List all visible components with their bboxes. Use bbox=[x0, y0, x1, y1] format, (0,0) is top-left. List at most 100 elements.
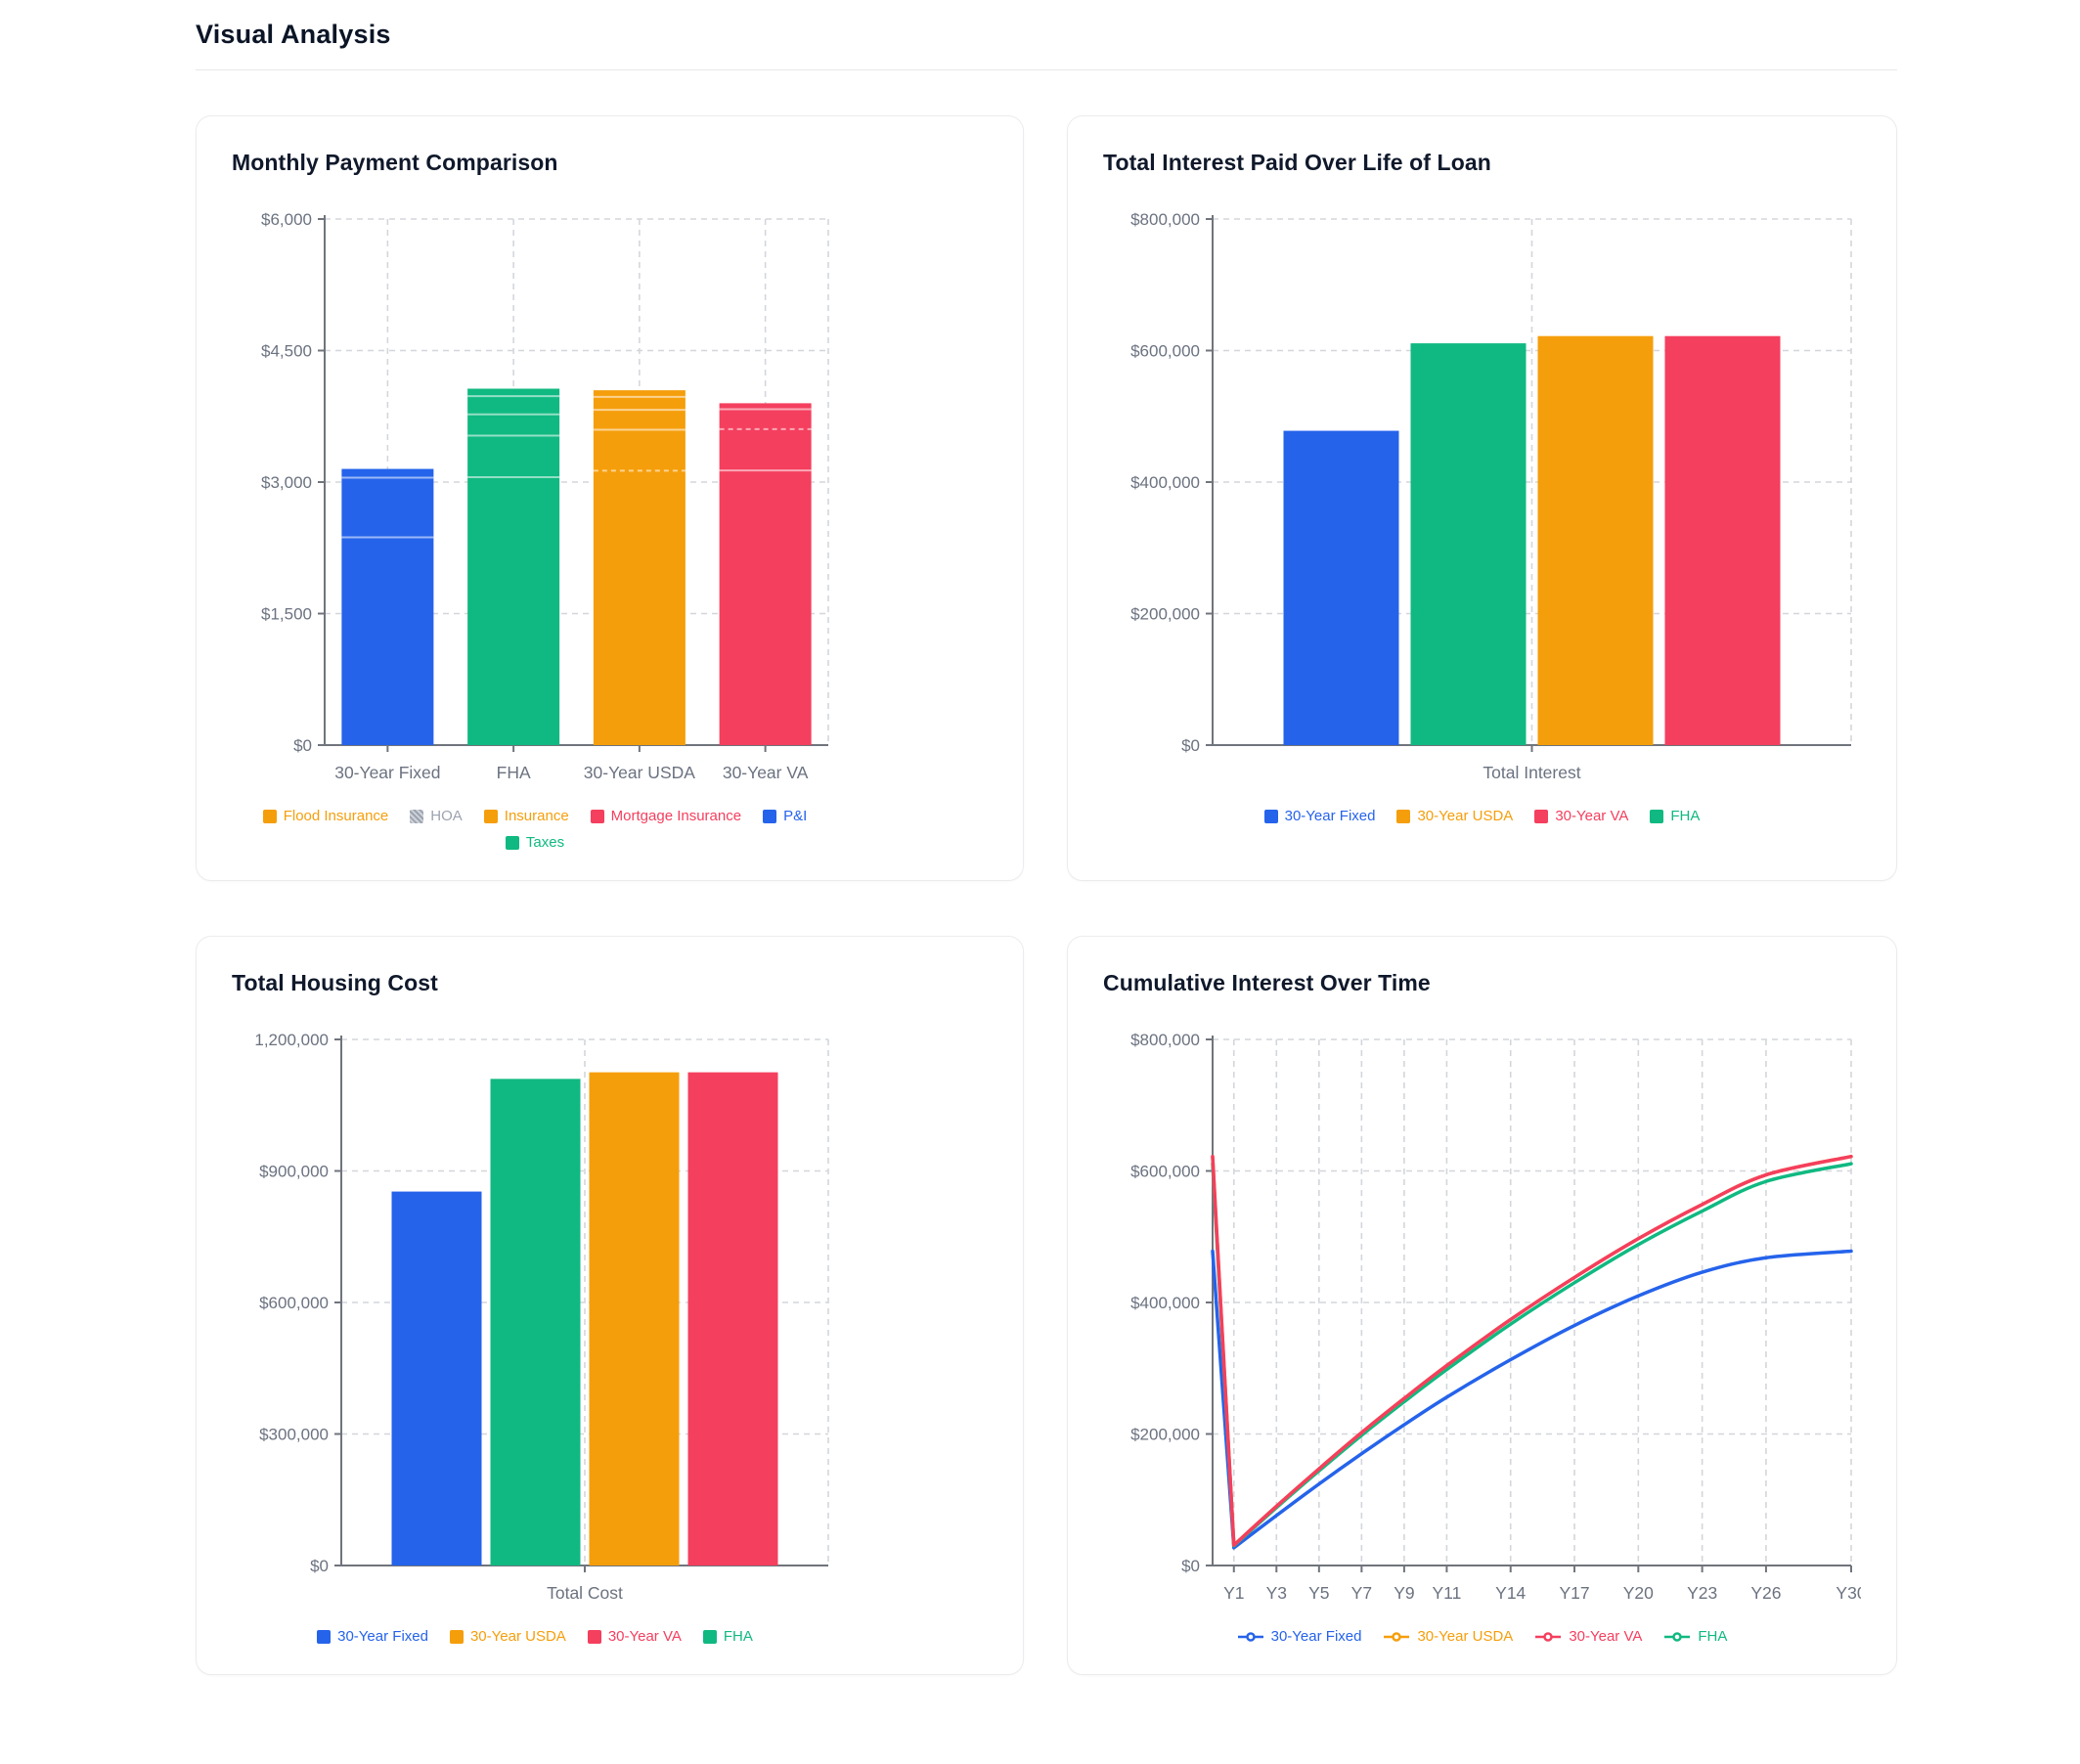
axis-tick-label: Y26 bbox=[1750, 1583, 1781, 1603]
page-title: Visual Analysis bbox=[196, 20, 391, 49]
axis-tick-label: $800,000 bbox=[1130, 210, 1200, 229]
cumulative-interest-chart: $0 $200,000 $400,000 $600,000 $800,000 Y1 Y3 Y5… bbox=[1103, 1026, 1861, 1612]
legend-label: FHA bbox=[1698, 1628, 1728, 1645]
legend-item-30-year-usda[interactable]: 30-Year USDA bbox=[1396, 808, 1513, 824]
axis-tick-label: $400,000 bbox=[1130, 473, 1200, 492]
line-series-FHA bbox=[1211, 1162, 1853, 1548]
legend-label: 30-Year VA bbox=[607, 1628, 682, 1645]
legend-item-p-i[interactable]: P&I bbox=[763, 808, 807, 824]
legend-item-30-year-fixed[interactable]: 30-Year Fixed bbox=[1263, 808, 1376, 824]
axis-tick-label: Y9 bbox=[1394, 1583, 1414, 1603]
axis-tick-label: 30-Year Fixed bbox=[334, 763, 440, 782]
charts-grid: Monthly Payment Comparison $0 $1,500 $3,00… bbox=[196, 115, 1897, 1675]
line-series-30-Year Fixed bbox=[1211, 1249, 1853, 1550]
legend-label: 30-Year VA bbox=[1569, 1628, 1643, 1645]
total-interest-chart: $0 $200,000 $400,000 $600,000 $800,000 Total … bbox=[1103, 205, 1861, 792]
legend-swatch-icon bbox=[1534, 809, 1549, 823]
axis-tick-label: 1,200,000 bbox=[254, 1031, 329, 1049]
legend-label: Insurance bbox=[504, 808, 569, 824]
legend-item-30-year-va[interactable]: 30-Year VA bbox=[1534, 1628, 1642, 1645]
legend-item-30-year-usda[interactable]: 30-Year USDA bbox=[449, 1628, 566, 1645]
axis-tick-label: 30-Year VA bbox=[723, 763, 809, 782]
axis-tick-label: Y14 bbox=[1495, 1583, 1526, 1603]
axis-tick-label: $400,000 bbox=[1130, 1294, 1200, 1312]
legend-swatch-icon bbox=[763, 809, 777, 823]
bar-30-Year Fixed bbox=[1283, 430, 1399, 745]
axis-tick-label: $4,500 bbox=[261, 342, 312, 361]
stacked-bar-FHA bbox=[467, 388, 560, 745]
legend-item-mortgage-insurance[interactable]: Mortgage Insurance bbox=[590, 808, 742, 824]
monthly-payment-chart-svg: $0 $1,500 $3,000 $4,500 $6,000 30-Year Fixed F… bbox=[261, 210, 829, 782]
legend-label: 30-Year USDA bbox=[1417, 1628, 1514, 1645]
legend-item-30-year-usda[interactable]: 30-Year USDA bbox=[1383, 1628, 1513, 1645]
axis-tick-label: $900,000 bbox=[259, 1163, 329, 1181]
legend-label: FHA bbox=[1670, 808, 1701, 824]
total-interest-chart-svg: $0 $200,000 $400,000 $600,000 $800,000 Total … bbox=[1130, 210, 1852, 782]
axis-tick-label: $3,000 bbox=[261, 473, 312, 492]
line-series-30-Year VA bbox=[1211, 1154, 1853, 1547]
legend-item-30-year-va[interactable]: 30-Year VA bbox=[1534, 808, 1628, 824]
axis-tick-label: Y20 bbox=[1623, 1583, 1654, 1603]
bar-FHA bbox=[1410, 343, 1527, 745]
stacked-bar-30-Year Fixed bbox=[341, 468, 434, 745]
legend-item-hoa[interactable]: HOA bbox=[410, 808, 463, 824]
cumulative-interest-chart-svg: $0 $200,000 $400,000 $600,000 $800,000 Y1 Y3 Y5… bbox=[1130, 1031, 1861, 1603]
legend-label: 30-Year Fixed bbox=[337, 1628, 428, 1645]
bar-30-Year Fixed bbox=[391, 1191, 482, 1566]
chart-title: Cumulative Interest Over Time bbox=[1103, 970, 1431, 995]
legend-item-30-year-va[interactable]: 30-Year VA bbox=[587, 1628, 682, 1645]
legend-line-marker-icon bbox=[1535, 1631, 1562, 1642]
legend-swatch-icon bbox=[702, 1629, 717, 1644]
legend-item-30-year-fixed[interactable]: 30-Year Fixed bbox=[317, 1628, 428, 1645]
axis-tick-label: $300,000 bbox=[259, 1426, 329, 1444]
legend-item-insurance[interactable]: Insurance bbox=[483, 808, 569, 824]
axis-tick-label: FHA bbox=[497, 763, 531, 782]
legend-label: 30-Year Fixed bbox=[1270, 1628, 1362, 1645]
bar-30-Year USDA bbox=[589, 1072, 680, 1566]
card-total-interest: Total Interest Paid Over Life of Loan $0… bbox=[1067, 115, 1897, 881]
total-interest-legend: 30-Year Fixed 30-Year USDA 30-Year VA FHA bbox=[1103, 808, 1861, 824]
card-monthly-payment-comparison: Monthly Payment Comparison $0 $1,500 $3,00… bbox=[196, 115, 1024, 881]
axis-tick-label: Y23 bbox=[1687, 1583, 1717, 1603]
axis-tick-label: $600,000 bbox=[1130, 1163, 1200, 1181]
divider bbox=[196, 69, 1897, 70]
legend-item-30-year-fixed[interactable]: 30-Year Fixed bbox=[1237, 1628, 1362, 1645]
legend-hatched-swatch-icon bbox=[410, 809, 424, 823]
legend-label: Flood Insurance bbox=[283, 808, 389, 824]
legend-label: Mortgage Insurance bbox=[610, 808, 742, 824]
legend-label: 30-Year VA bbox=[1555, 808, 1629, 824]
chart-title: Total Housing Cost bbox=[232, 970, 438, 995]
visual-analysis-page: Visual Analysis Monthly Payment Comparis… bbox=[196, 20, 1897, 1675]
legend-item-fha[interactable]: FHA bbox=[702, 1628, 753, 1645]
legend-swatch-icon bbox=[590, 809, 604, 823]
card-total-housing-cost: Total Housing Cost $0 $300,000 $600,000 $90… bbox=[196, 936, 1024, 1675]
bar-30-Year VA bbox=[1664, 335, 1781, 745]
legend-item-taxes[interactable]: Taxes bbox=[505, 834, 565, 851]
legend-swatch-icon bbox=[449, 1629, 464, 1644]
legend-item-fha[interactable]: FHA bbox=[1650, 808, 1700, 824]
total-housing-cost-chart-svg: $0 $300,000 $600,000 $900,000 1,200,000 Total… bbox=[254, 1031, 829, 1603]
axis-tick-label: $0 bbox=[310, 1557, 329, 1575]
legend-swatch-icon bbox=[317, 1629, 332, 1644]
axis-tick-label: Y5 bbox=[1308, 1583, 1329, 1603]
bar-30-Year USDA bbox=[1537, 335, 1654, 745]
axis-tick-label: $600,000 bbox=[1130, 342, 1200, 361]
axis-tick-label: $200,000 bbox=[1130, 1426, 1200, 1444]
legend-label: Taxes bbox=[525, 834, 565, 851]
monthly-payment-chart: $0 $1,500 $3,000 $4,500 $6,000 30-Year Fixed F… bbox=[232, 205, 988, 792]
axis-tick-label: $1,500 bbox=[261, 605, 312, 624]
axis-tick-label: $0 bbox=[1181, 1557, 1200, 1575]
axis-tick-label: $600,000 bbox=[259, 1294, 329, 1312]
line-series-30-Year USDA bbox=[1211, 1154, 1853, 1547]
legend-swatch-icon bbox=[505, 835, 519, 850]
legend-item-flood-insurance[interactable]: Flood Insurance bbox=[262, 808, 389, 824]
chart-title: Total Interest Paid Over Life of Loan bbox=[1103, 150, 1491, 175]
axis-tick-label: Y11 bbox=[1433, 1583, 1462, 1603]
legend-label: 30-Year Fixed bbox=[1284, 808, 1376, 824]
legend-label: 30-Year USDA bbox=[1417, 808, 1514, 824]
axis-tick-label: $200,000 bbox=[1130, 605, 1200, 624]
axis-tick-label: $0 bbox=[293, 736, 312, 755]
axis-tick-label: $0 bbox=[1181, 736, 1200, 755]
monthly-payment-legend: Flood Insurance HOA Insurance Mortgage Insu… bbox=[232, 808, 838, 851]
legend-item-fha[interactable]: FHA bbox=[1663, 1628, 1727, 1645]
